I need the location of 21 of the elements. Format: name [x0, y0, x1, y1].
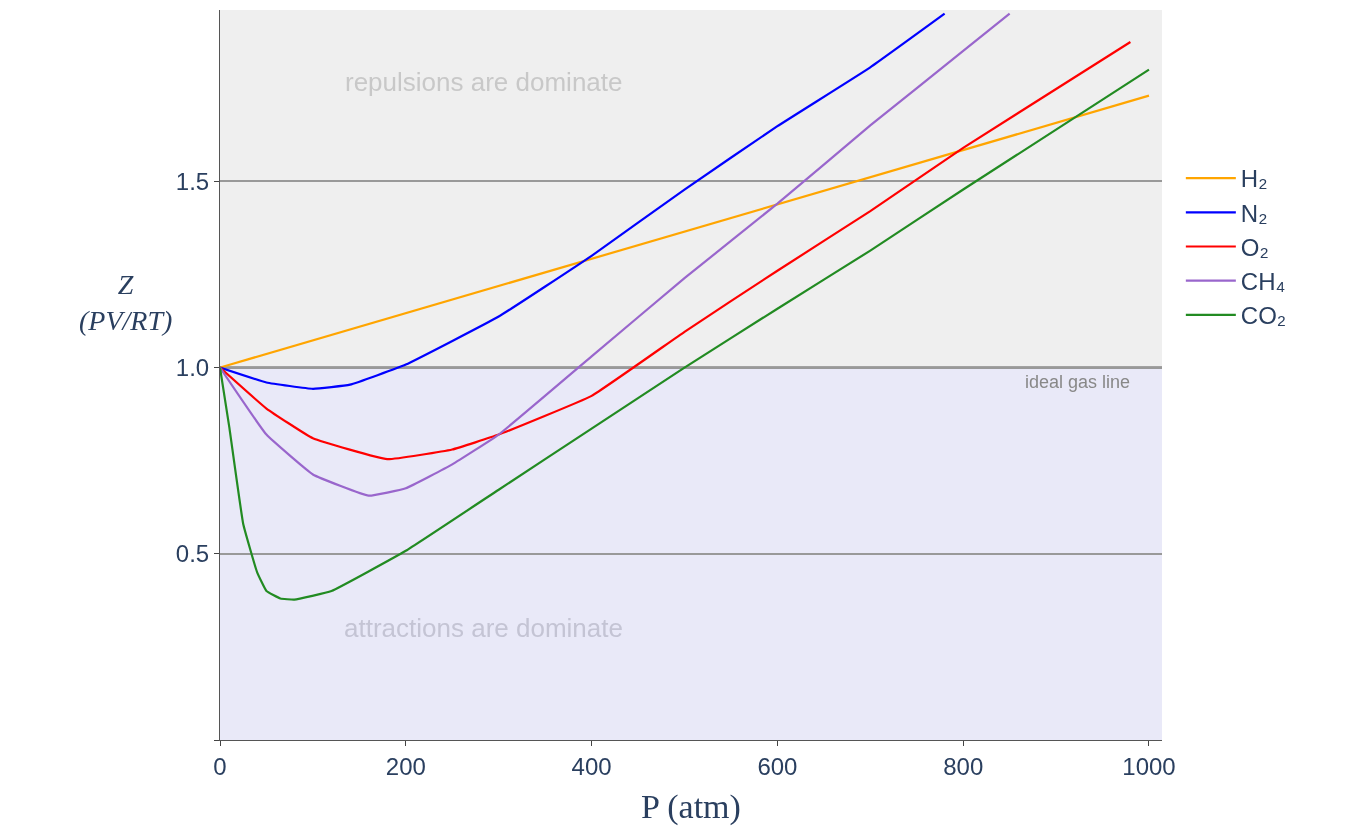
y-tick-label: 1.0: [175, 353, 210, 381]
ref-line-label: ideal gas line: [1025, 372, 1131, 392]
x-tick-label: 400: [571, 752, 612, 780]
legend-label: CO₂: [1240, 302, 1287, 330]
legend-label: CH₄: [1240, 268, 1286, 296]
legend-label: H₂: [1240, 165, 1268, 193]
x-tick-label: 1000: [1122, 752, 1176, 780]
y-tick-label: 1.5: [175, 167, 210, 195]
line-series: [220, 12, 1011, 497]
x-tick-label: 600: [757, 752, 798, 780]
x-tick-label: 0: [213, 752, 227, 780]
line-series: [220, 12, 946, 390]
legend-label: N₂: [1240, 199, 1268, 227]
line-series: [220, 68, 1151, 601]
x-axis-title: P (atm): [641, 788, 741, 827]
y-axis-title: Z (PV/RT): [79, 269, 173, 337]
y-tick-label: 0.5: [175, 540, 210, 568]
line-series: [220, 40, 1132, 461]
x-tick-label: 200: [385, 752, 426, 780]
legend-label: O₂: [1240, 233, 1269, 261]
x-tick-label: 800: [943, 752, 984, 780]
